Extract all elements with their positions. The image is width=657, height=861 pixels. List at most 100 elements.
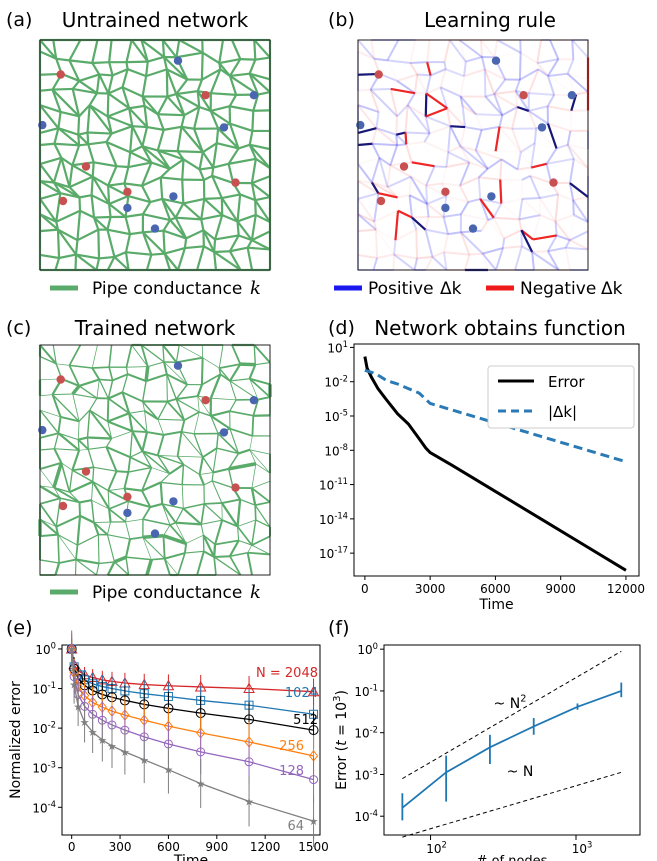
chart-e-xtick-label: 1500 xyxy=(298,840,329,854)
chart-f-ytick-label: 10-4 xyxy=(354,808,378,824)
chart-e-series-label-4: 128 xyxy=(279,764,304,779)
chart-e-ytick-label: 10-4 xyxy=(32,799,56,815)
chart-e-point: ★ xyxy=(73,700,83,713)
chart-e-ytick-label: 10-2 xyxy=(32,720,56,736)
chart-e-series-label-2: 512 xyxy=(293,713,318,728)
legend-c-label: Pipe conductance xyxy=(92,583,242,603)
chart-e-xtick-label: 300 xyxy=(109,840,132,854)
trained-network-image xyxy=(38,343,272,577)
panel-e-letter: (e) xyxy=(6,617,33,639)
chart-e-point: ★ xyxy=(88,726,98,739)
chart-f-ytick-label: 100 xyxy=(357,641,378,657)
chart-e-frame xyxy=(61,644,321,836)
panel-f-letter: (f) xyxy=(328,617,350,639)
chart-d-frame xyxy=(353,343,640,577)
chart-f-xlabel: # of nodes xyxy=(477,854,548,861)
chart-f-guide-label-1: ~ N xyxy=(507,764,534,780)
chart-f-frame xyxy=(383,644,641,836)
chart-f-guide-1 xyxy=(402,771,622,838)
panel-d-title: Network obtains function xyxy=(374,316,626,340)
legend-c-var: k xyxy=(250,582,261,603)
chart-d-ytick-label: 10-14 xyxy=(319,510,348,526)
legend-a-label: Pipe conductance xyxy=(92,279,242,299)
legend-b-negative-var: Δk xyxy=(601,279,623,299)
chart-e-point xyxy=(244,757,254,767)
chart-e-series-label-3: 256 xyxy=(279,739,304,754)
chart-d-ytick-label: 10-11 xyxy=(319,476,348,492)
chart-d-xtick-label: 0 xyxy=(361,582,369,596)
chart-e: 0 300 600 900 1200 1500 100 10-1 10-2 10-3 10-4 Tim… xyxy=(8,630,329,861)
panel-b-title: Learning rule xyxy=(424,8,556,32)
chart-e-point: ★ xyxy=(309,815,319,828)
chart-e-point: ★ xyxy=(139,754,149,767)
chart-f-ylabel: Error (t = 103) xyxy=(332,690,350,790)
chart-d-xtick-label: 6000 xyxy=(480,582,511,596)
legend-b: Positive Δk Negative Δk xyxy=(334,279,623,299)
chart-e-ytick-label: 10-3 xyxy=(32,759,56,775)
chart-e-xlabel: Time xyxy=(173,853,208,861)
chart-e-series-label-0: N = 2048 xyxy=(256,666,318,681)
chart-e-series-1 xyxy=(71,648,314,715)
chart-e-point: ★ xyxy=(107,740,117,753)
chart-e-point: ★ xyxy=(67,643,77,656)
legend-b-positive-var: Δk xyxy=(440,279,462,299)
chart-e-ytick-label: 100 xyxy=(35,641,56,657)
chart-e-point: ★ xyxy=(97,734,107,747)
chart-e-series-label-1: 1024 xyxy=(285,686,318,701)
chart-d-ytick-label: 10-2 xyxy=(324,373,348,389)
chart-d-series-0 xyxy=(363,356,627,572)
chart-f-ytick-label: 10-2 xyxy=(354,724,378,740)
chart-e-point: ★ xyxy=(80,716,90,729)
panel-a-title: Untrained network xyxy=(62,8,249,32)
chart-e-series-label-5: 64 xyxy=(287,819,304,834)
chart-d-legend-label-1: |Δk| xyxy=(548,403,577,421)
chart-f-xtick-label: 102 xyxy=(426,840,447,856)
chart-f-ytick-label: 10-1 xyxy=(354,683,378,699)
chart-d-legend-label-0: Error xyxy=(548,373,585,391)
chart-e-point: ★ xyxy=(196,778,206,791)
chart-d-ytick-label: 10-17 xyxy=(319,545,348,561)
legend-b-negative: Negative xyxy=(520,279,596,299)
chart-d-series-1 xyxy=(364,368,627,464)
chart-e-point: ★ xyxy=(244,795,254,808)
chart-e-point: ★ xyxy=(69,679,79,692)
chart-f-guide-0 xyxy=(402,650,622,780)
legend-b-positive: Positive xyxy=(368,279,434,299)
chart-f-xtick-label: 103 xyxy=(572,840,593,856)
chart-d-xtick-label: 12000 xyxy=(607,582,645,596)
legend-c: Pipe conductance k xyxy=(50,582,261,603)
chart-d-xtick-label: 9000 xyxy=(545,582,576,596)
chart-d: 0 3000 6000 9000 12000 101 10-2 10-5 10-8 10-11 10… xyxy=(319,339,645,613)
chart-e-point: ★ xyxy=(120,746,130,759)
panel-c-letter: (c) xyxy=(6,317,31,339)
panel-a-letter: (a) xyxy=(6,9,32,31)
learning-rule-image xyxy=(356,39,590,272)
chart-e-xtick-label: 900 xyxy=(205,840,228,854)
chart-d-ytick-label: 10-5 xyxy=(324,408,348,424)
chart-e-xtick-label: 1200 xyxy=(250,840,281,854)
chart-e-point xyxy=(307,685,320,697)
chart-f-series xyxy=(401,690,622,809)
chart-e-xtick-label: 0 xyxy=(68,840,76,854)
chart-d-xlabel: Time xyxy=(478,597,513,613)
chart-e-ylabel: Normalized error xyxy=(8,681,24,799)
panel-d-letter: (d) xyxy=(328,317,355,339)
chart-e-xtick-label: 600 xyxy=(157,840,180,854)
chart-e-point xyxy=(308,725,319,736)
chart-f-guide-label-0: ~ N2 xyxy=(494,694,527,712)
chart-e-point: ★ xyxy=(163,764,173,777)
chart-e-point xyxy=(309,775,319,785)
chart-f-ytick-label: 10-3 xyxy=(354,766,378,782)
legend-a: Pipe conductance k xyxy=(50,278,261,299)
legend-a-var: k xyxy=(250,278,261,299)
chart-e-point xyxy=(196,747,206,757)
chart-d-ytick-label: 101 xyxy=(327,339,348,355)
panel-b-letter: (b) xyxy=(328,9,355,31)
untrained-network-image xyxy=(38,38,272,272)
chart-d-xtick-label: 3000 xyxy=(415,582,446,596)
chart-e-ytick-label: 10-1 xyxy=(32,680,56,696)
chart-d-ytick-label: 10-8 xyxy=(324,442,348,458)
chart-f: 102 103 100 10-1 10-2 10-3 10-4 # of nodes Error… xyxy=(332,641,641,861)
panel-c-title: Trained network xyxy=(74,316,236,340)
